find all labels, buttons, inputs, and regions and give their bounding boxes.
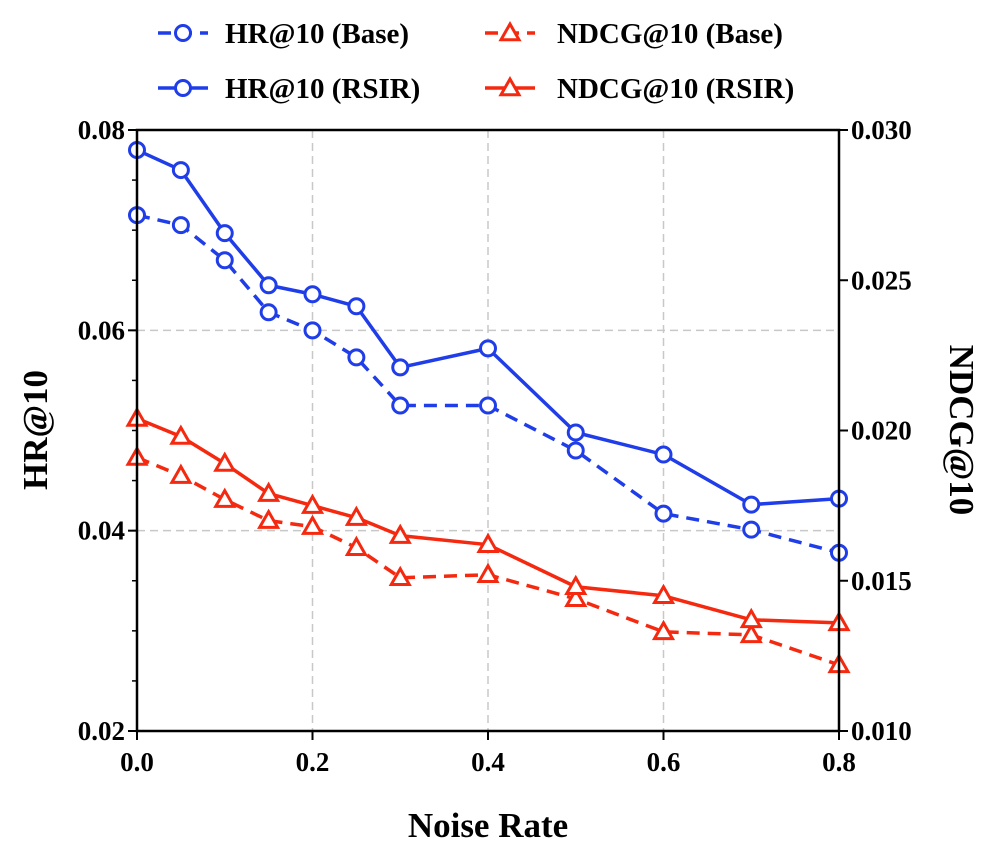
data-point-triangle — [388, 523, 412, 544]
y-left-tick-label: 0.06 — [78, 315, 125, 345]
legend-entry: NDCG@10 (Base) — [485, 18, 783, 50]
data-point-triangle — [169, 424, 193, 445]
data-point-triangle — [739, 622, 763, 644]
y-right-tick-label: 0.020 — [851, 416, 912, 446]
x-tick-label: 0.0 — [120, 747, 154, 777]
y-left-tick-label: 0.02 — [78, 716, 125, 746]
x-tick-label: 0.6 — [647, 747, 681, 777]
data-point-triangle — [651, 583, 676, 605]
legend-entry: HR@10 (Base) — [158, 18, 409, 50]
x-tick-label: 0.4 — [471, 747, 505, 777]
legend-entry: NDCG@10 (RSIR) — [485, 73, 794, 105]
series-ndcg-10-rsir — [125, 406, 851, 632]
data-point-circle — [174, 79, 192, 97]
data-point-circle — [174, 24, 192, 42]
series-line — [136, 455, 840, 667]
y-axis-right-title: NDCG@10 — [942, 345, 981, 516]
data-point-triangle — [498, 20, 522, 42]
data-point-circle — [566, 441, 585, 460]
series-line — [136, 416, 840, 625]
y-right-tick-label: 0.010 — [851, 716, 912, 746]
data-point-triangle — [213, 451, 237, 472]
series-line — [136, 148, 840, 507]
data-point-triangle — [388, 565, 412, 586]
data-point-triangle — [564, 574, 588, 596]
data-point-circle — [347, 348, 366, 367]
y-axis-left-title: HR@10 — [16, 370, 55, 490]
data-point-circle — [347, 297, 366, 316]
data-point-triangle — [257, 508, 281, 529]
x-axis-title: Noise Rate — [408, 806, 568, 845]
data-point-triangle — [476, 532, 500, 553]
data-point-circle — [742, 495, 761, 514]
series-ndcg-10-base — [125, 445, 851, 674]
data-point-circle — [654, 445, 673, 464]
data-point-circle — [215, 224, 234, 243]
legend-label: HR@10 (RSIR) — [225, 73, 420, 105]
ticks: 0.0 0.2 0.4 0.6 0.8 0.02 0.04 0.06 0.08 0.010 0.01… — [78, 115, 912, 777]
y-right-tick-label: 0.015 — [851, 566, 912, 596]
x-tick-label: 0.8 — [822, 747, 856, 777]
data-point-circle — [303, 285, 322, 304]
y-right-tick-label: 0.025 — [851, 265, 912, 295]
data-point-circle — [479, 339, 497, 358]
y-left-tick-label: 0.08 — [78, 115, 125, 145]
data-point-circle — [479, 396, 497, 415]
data-point-circle — [742, 520, 761, 539]
grid — [137, 130, 839, 731]
data-point-circle — [171, 216, 190, 235]
data-point-triangle — [213, 487, 237, 508]
data-point-triangle — [344, 505, 368, 526]
legend: HR@10 (Base) HR@10 (RSIR) NDCG@10 (Base) ND… — [158, 18, 794, 105]
data-point-triangle — [300, 514, 325, 535]
y-left-tick-label: 0.04 — [78, 516, 125, 546]
data-point-circle — [303, 321, 322, 340]
data-point-circle — [566, 423, 585, 442]
legend-entry: HR@10 (RSIR) — [158, 73, 420, 105]
series-layer — [125, 141, 851, 674]
series-line — [136, 213, 840, 555]
legend-label: HR@10 (Base) — [225, 18, 409, 50]
data-point-circle — [171, 161, 190, 180]
data-point-circle — [259, 303, 278, 322]
data-point-triangle — [498, 75, 522, 97]
data-point-triangle — [739, 607, 763, 629]
data-point-circle — [391, 358, 410, 377]
data-point-circle — [654, 504, 673, 523]
data-point-circle — [259, 276, 278, 295]
data-point-triangle — [169, 463, 193, 484]
data-point-circle — [391, 396, 410, 415]
data-point-triangle — [564, 586, 588, 608]
y-right-tick-label: 0.030 — [851, 115, 912, 145]
data-point-triangle — [476, 562, 500, 583]
legend-label: NDCG@10 (Base) — [557, 18, 783, 50]
data-point-triangle — [651, 619, 676, 641]
x-tick-label: 0.2 — [296, 747, 330, 777]
data-point-triangle — [300, 493, 325, 514]
data-point-triangle — [344, 535, 368, 556]
data-point-triangle — [257, 481, 281, 502]
data-point-circle — [215, 251, 234, 270]
legend-label: NDCG@10 (RSIR) — [557, 73, 794, 105]
